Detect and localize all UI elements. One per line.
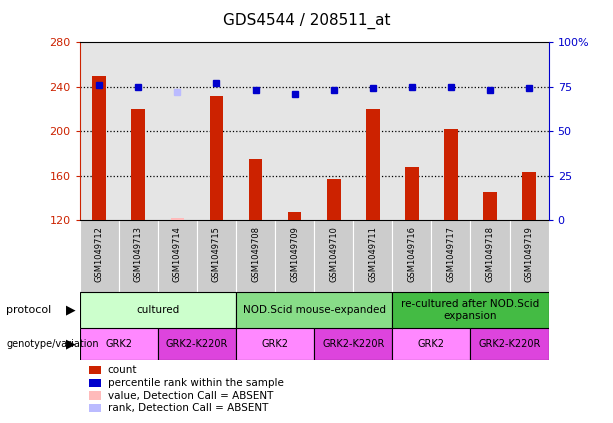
Bar xyxy=(249,159,262,220)
Text: GRK2: GRK2 xyxy=(262,339,289,349)
Bar xyxy=(471,328,549,360)
Bar xyxy=(158,220,197,292)
Text: GSM1049712: GSM1049712 xyxy=(95,226,104,282)
Text: GSM1049716: GSM1049716 xyxy=(408,226,416,282)
Bar xyxy=(392,328,471,360)
Text: ▶: ▶ xyxy=(66,303,75,316)
Text: GRK2: GRK2 xyxy=(418,339,445,349)
Text: GSM1049711: GSM1049711 xyxy=(368,226,377,282)
Bar xyxy=(314,220,353,292)
Bar xyxy=(158,42,197,220)
Bar xyxy=(89,366,101,374)
Text: GSM1049713: GSM1049713 xyxy=(134,226,143,282)
Bar xyxy=(80,328,158,360)
Bar xyxy=(314,42,353,220)
Text: GSM1049718: GSM1049718 xyxy=(485,226,495,282)
Bar xyxy=(236,42,275,220)
Text: NOD.Scid mouse-expanded: NOD.Scid mouse-expanded xyxy=(243,305,386,315)
Text: GSM1049709: GSM1049709 xyxy=(290,226,299,282)
Bar xyxy=(444,129,458,220)
Text: cultured: cultured xyxy=(136,305,180,315)
Bar xyxy=(210,96,223,220)
Bar xyxy=(392,42,432,220)
Bar xyxy=(236,328,314,360)
Bar xyxy=(471,220,509,292)
Text: GRK2-K220R: GRK2-K220R xyxy=(166,339,228,349)
Text: GSM1049710: GSM1049710 xyxy=(329,226,338,282)
Bar xyxy=(353,220,392,292)
Bar xyxy=(275,42,314,220)
Text: GSM1049717: GSM1049717 xyxy=(446,226,455,282)
Bar xyxy=(80,292,236,328)
Text: GSM1049714: GSM1049714 xyxy=(173,226,182,282)
Bar xyxy=(509,220,549,292)
Bar xyxy=(392,220,432,292)
Bar xyxy=(236,220,275,292)
Bar xyxy=(93,76,106,220)
Bar xyxy=(483,192,497,220)
Text: GRK2-K220R: GRK2-K220R xyxy=(478,339,541,349)
Bar xyxy=(158,328,236,360)
Bar xyxy=(275,220,314,292)
Text: value, Detection Call = ABSENT: value, Detection Call = ABSENT xyxy=(108,390,273,401)
Bar xyxy=(432,220,471,292)
Bar xyxy=(89,391,101,400)
Bar xyxy=(119,42,158,220)
Text: ▶: ▶ xyxy=(66,337,75,350)
Bar xyxy=(405,167,419,220)
Text: protocol: protocol xyxy=(6,305,51,315)
Text: genotype/variation: genotype/variation xyxy=(6,339,99,349)
Bar xyxy=(314,328,392,360)
Bar xyxy=(80,42,119,220)
Text: percentile rank within the sample: percentile rank within the sample xyxy=(108,378,284,388)
Bar xyxy=(197,42,236,220)
Bar xyxy=(119,220,158,292)
Bar xyxy=(89,404,101,412)
Bar xyxy=(236,292,392,328)
Bar xyxy=(89,379,101,387)
Bar xyxy=(522,172,536,220)
Text: GRK2: GRK2 xyxy=(105,339,132,349)
Text: rank, Detection Call = ABSENT: rank, Detection Call = ABSENT xyxy=(108,403,268,413)
Bar xyxy=(197,220,236,292)
Text: GRK2-K220R: GRK2-K220R xyxy=(322,339,384,349)
Bar xyxy=(287,212,302,220)
Bar xyxy=(170,218,185,220)
Bar xyxy=(366,109,379,220)
Text: GDS4544 / 208511_at: GDS4544 / 208511_at xyxy=(223,13,390,29)
Bar xyxy=(509,42,549,220)
Text: GSM1049715: GSM1049715 xyxy=(212,226,221,282)
Bar xyxy=(471,42,509,220)
Text: count: count xyxy=(108,365,137,375)
Bar xyxy=(131,109,145,220)
Text: GSM1049708: GSM1049708 xyxy=(251,226,260,282)
Bar xyxy=(432,42,471,220)
Bar xyxy=(392,292,549,328)
Text: GSM1049719: GSM1049719 xyxy=(525,226,533,282)
Bar xyxy=(327,179,341,220)
Text: re-cultured after NOD.Scid
expansion: re-cultured after NOD.Scid expansion xyxy=(402,299,539,321)
Bar xyxy=(80,220,119,292)
Bar xyxy=(353,42,392,220)
